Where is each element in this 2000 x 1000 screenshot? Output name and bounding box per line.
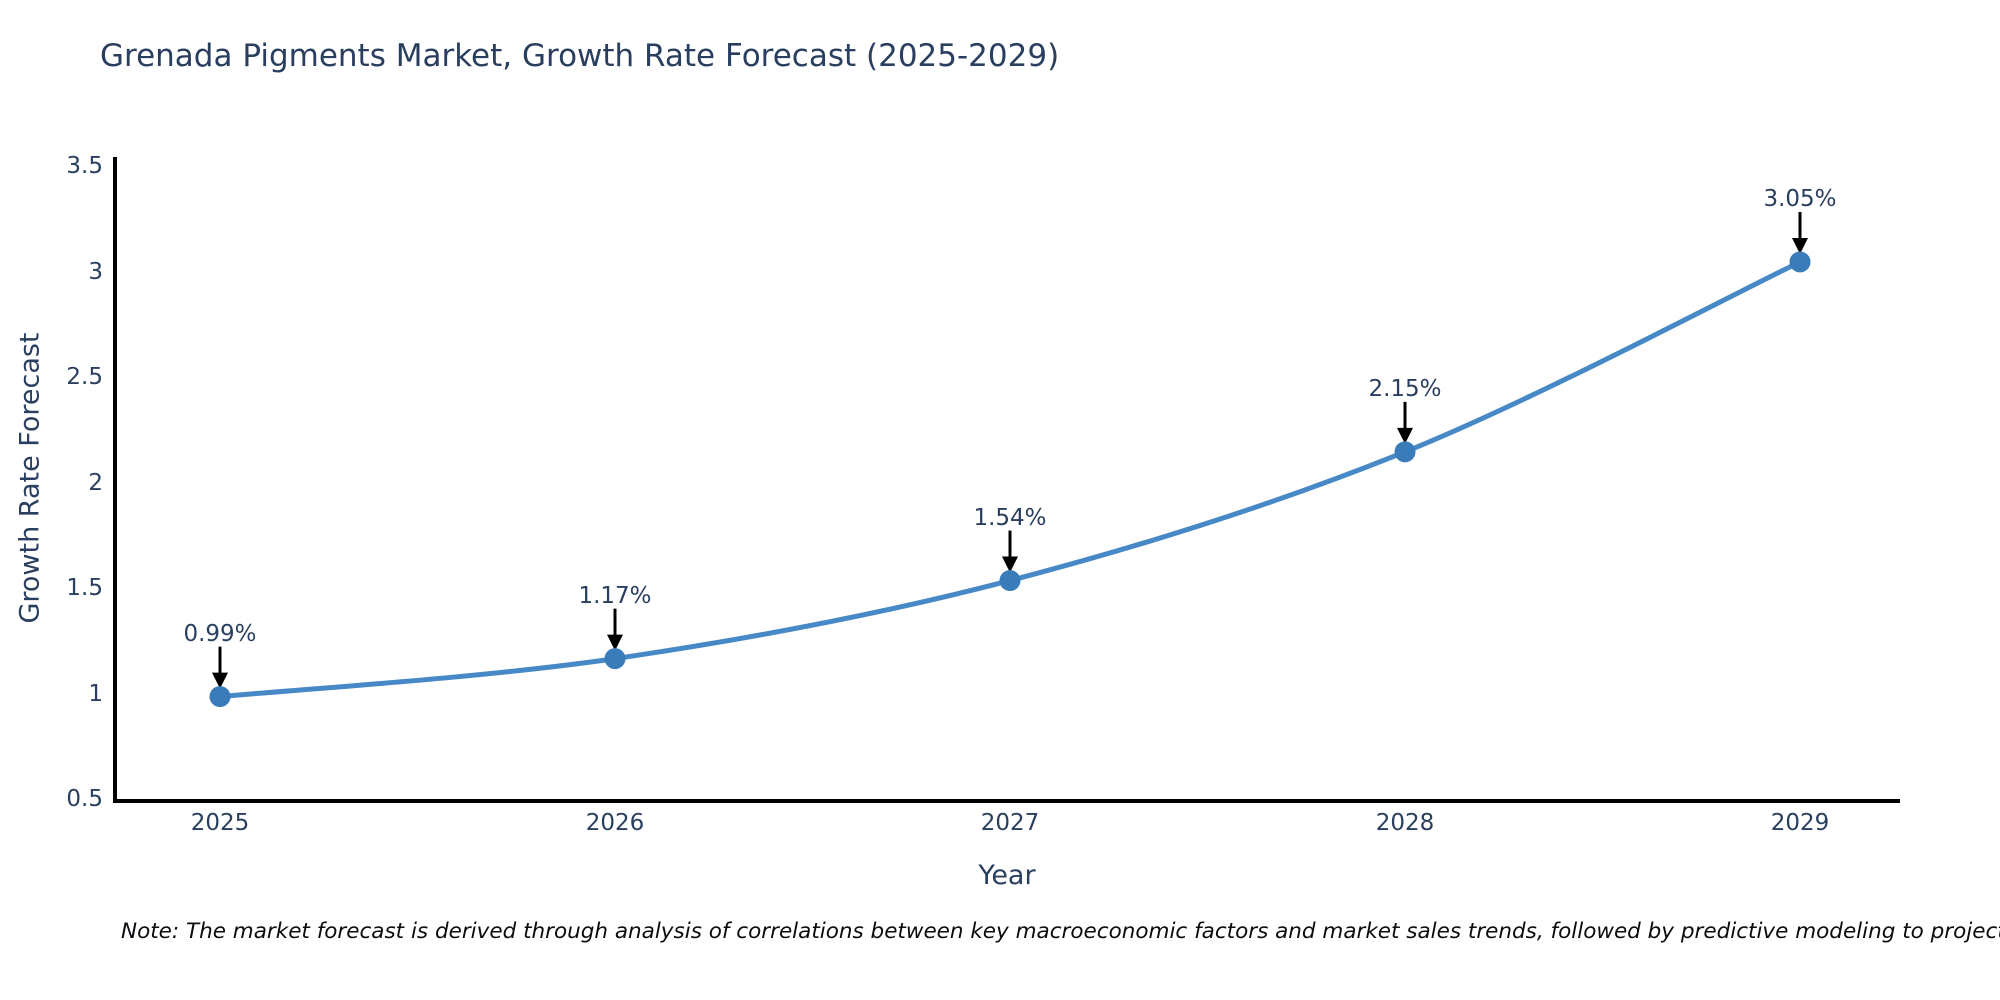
annotation-arrow-head [1397, 427, 1413, 444]
data-point-marker [1394, 441, 1416, 463]
y-tick-label: 2.5 [66, 364, 103, 390]
x-axis-title: Year [978, 860, 1036, 891]
y-tick-label: 1 [88, 680, 103, 707]
annotation-arrow-head [1002, 556, 1018, 573]
data-point-marker [604, 648, 626, 670]
data-point-label: 3.05% [1763, 185, 1837, 212]
data-point-marker [999, 570, 1021, 592]
y-tick-label: 3.5 [66, 153, 103, 179]
x-tick-label: 2027 [980, 810, 1040, 836]
data-point-label: 0.99% [183, 620, 257, 647]
data-point-label: 1.54% [973, 504, 1047, 531]
footnote: Note: The market forecast is derived thr… [121, 919, 2000, 944]
trend-line [217, 259, 1803, 700]
y-tick-label: 2 [88, 469, 103, 496]
annotation-arrow-head [607, 634, 623, 651]
x-tick-label: 2028 [1375, 810, 1435, 836]
x-tick-label: 2025 [190, 810, 250, 836]
annotation-arrow-head [1792, 237, 1808, 254]
y-tick-label: 1.5 [66, 575, 103, 601]
x-tick-label: 2029 [1770, 810, 1830, 836]
y-tick-label: 3 [88, 258, 103, 285]
annotation-arrow-head [212, 672, 228, 689]
data-point-marker [1789, 251, 1811, 273]
y-tick-label: 0.5 [66, 786, 103, 812]
data-point-label: 2.15% [1368, 375, 1442, 402]
data-point-label: 1.17% [578, 582, 652, 609]
data-point-marker [209, 686, 231, 708]
chart-title: Grenada Pigments Market, Growth Rate For… [100, 38, 1060, 74]
x-tick-label: 2026 [585, 810, 645, 836]
